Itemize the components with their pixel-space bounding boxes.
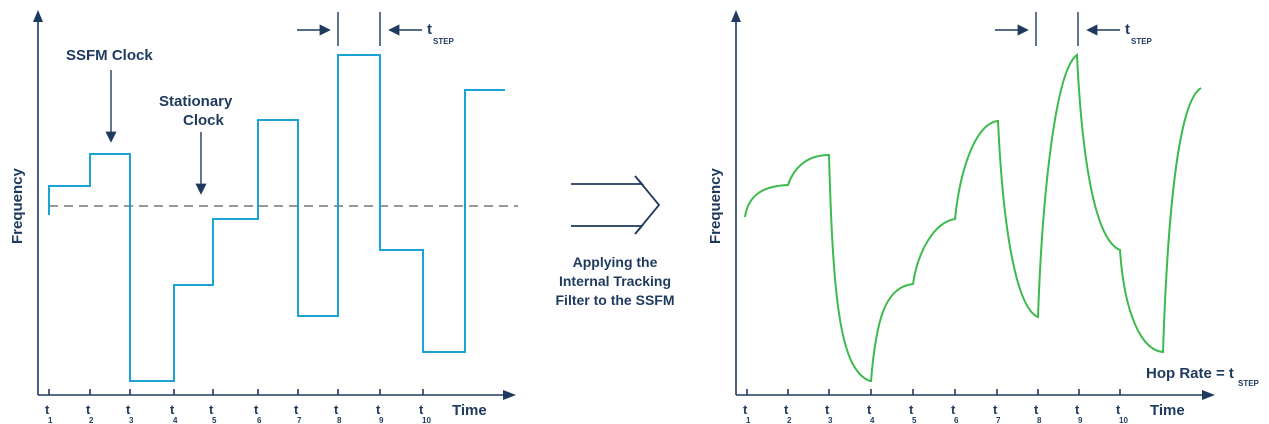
- right-y-axis-arrow: [731, 10, 741, 22]
- left-tick-label: t: [126, 402, 131, 417]
- right-x-label: Time: [1150, 402, 1185, 419]
- left-x-label: Time: [452, 402, 487, 419]
- left-x-axis-arrow: [503, 390, 516, 400]
- transform-caption-line1: Applying the: [573, 254, 658, 270]
- left-tick-label: t: [419, 402, 424, 417]
- stationary-label-line2: Clock: [183, 112, 225, 129]
- right-tick-label: t: [993, 402, 998, 417]
- left-tstep-label: t: [427, 21, 432, 38]
- left-tick-label: t: [254, 402, 259, 417]
- right-tick-label: t: [867, 402, 872, 417]
- left-tick-sublabel: 9: [379, 416, 384, 424]
- right-y-label: Frequency: [707, 167, 724, 244]
- stationary-label-line1: Stationary: [159, 93, 233, 110]
- left-tick-sublabel: 8: [337, 416, 342, 424]
- right-tick-sublabel: 4: [870, 416, 875, 424]
- left-tick-sublabel: 1: [48, 416, 53, 424]
- right-x-axis-arrow: [1202, 390, 1215, 400]
- left-tick-sublabel: 5: [212, 416, 217, 424]
- transform-arrow-group: Applying the Internal Tracking Filter to…: [556, 175, 675, 308]
- left-tick-sublabel: 10: [422, 416, 431, 424]
- left-tstep-marker: t STEP: [297, 12, 455, 46]
- right-tick-sublabel: 3: [828, 416, 833, 424]
- left-tick-label: t: [376, 402, 381, 417]
- right-tick-label: t: [1075, 402, 1080, 417]
- right-tick-sublabel: 10: [1119, 416, 1128, 424]
- left-tick-sublabel: 4: [173, 416, 178, 424]
- left-tick-label: t: [209, 402, 214, 417]
- ssfm-clock-label: SSFM Clock: [66, 47, 153, 64]
- left-tick-label: t: [294, 402, 299, 417]
- right-tick-label: t: [951, 402, 956, 417]
- right-tick-label: t: [743, 402, 748, 417]
- left-y-label: Frequency: [9, 167, 26, 244]
- transform-caption-line3: Filter to the SSFM: [556, 292, 675, 308]
- left-tstep-sub: STEP: [433, 37, 455, 46]
- tracked-ssfm-waveform: [744, 53, 1202, 382]
- right-tstep-marker: t STEP: [995, 12, 1153, 46]
- left-tick-label: t: [334, 402, 339, 417]
- left-tick-sublabel: 2: [89, 416, 94, 424]
- right-tick-sublabel: 8: [1037, 416, 1042, 424]
- hop-rate-sub: STEP: [1238, 379, 1260, 388]
- right-tick-sublabel: 2: [787, 416, 792, 424]
- right-tick-sublabel: 6: [954, 416, 959, 424]
- hop-rate-label: Hop Rate = t: [1146, 365, 1234, 382]
- left-tick-sublabel: 6: [257, 416, 262, 424]
- left-tick-label: t: [86, 402, 91, 417]
- transform-arrow-icon: [571, 175, 661, 235]
- right-tick-label: t: [909, 402, 914, 417]
- right-tick-marks: [746, 389, 1121, 395]
- left-y-axis-arrow: [33, 10, 43, 22]
- right-tick-label: t: [1116, 402, 1121, 417]
- right-tstep-label: t: [1125, 21, 1130, 38]
- ssfm-clock-waveform: [48, 54, 505, 382]
- right-tick-sublabel: 9: [1078, 416, 1083, 424]
- right-tick-sublabel: 7: [996, 416, 1001, 424]
- left-tick-marks: [48, 389, 424, 395]
- left-tick-label: t: [170, 402, 175, 417]
- transform-caption-line2: Internal Tracking: [559, 273, 671, 289]
- right-tick-sublabel: 5: [912, 416, 917, 424]
- right-tick-label: t: [1034, 402, 1039, 417]
- right-tstep-sub: STEP: [1131, 37, 1153, 46]
- left-tick-sublabel: 3: [129, 416, 134, 424]
- right-tick-label: t: [825, 402, 830, 417]
- left-tick-sublabel: 7: [297, 416, 302, 424]
- right-tick-label: t: [784, 402, 789, 417]
- left-tick-label: t: [45, 402, 50, 417]
- right-tick-sublabel: 1: [746, 416, 751, 424]
